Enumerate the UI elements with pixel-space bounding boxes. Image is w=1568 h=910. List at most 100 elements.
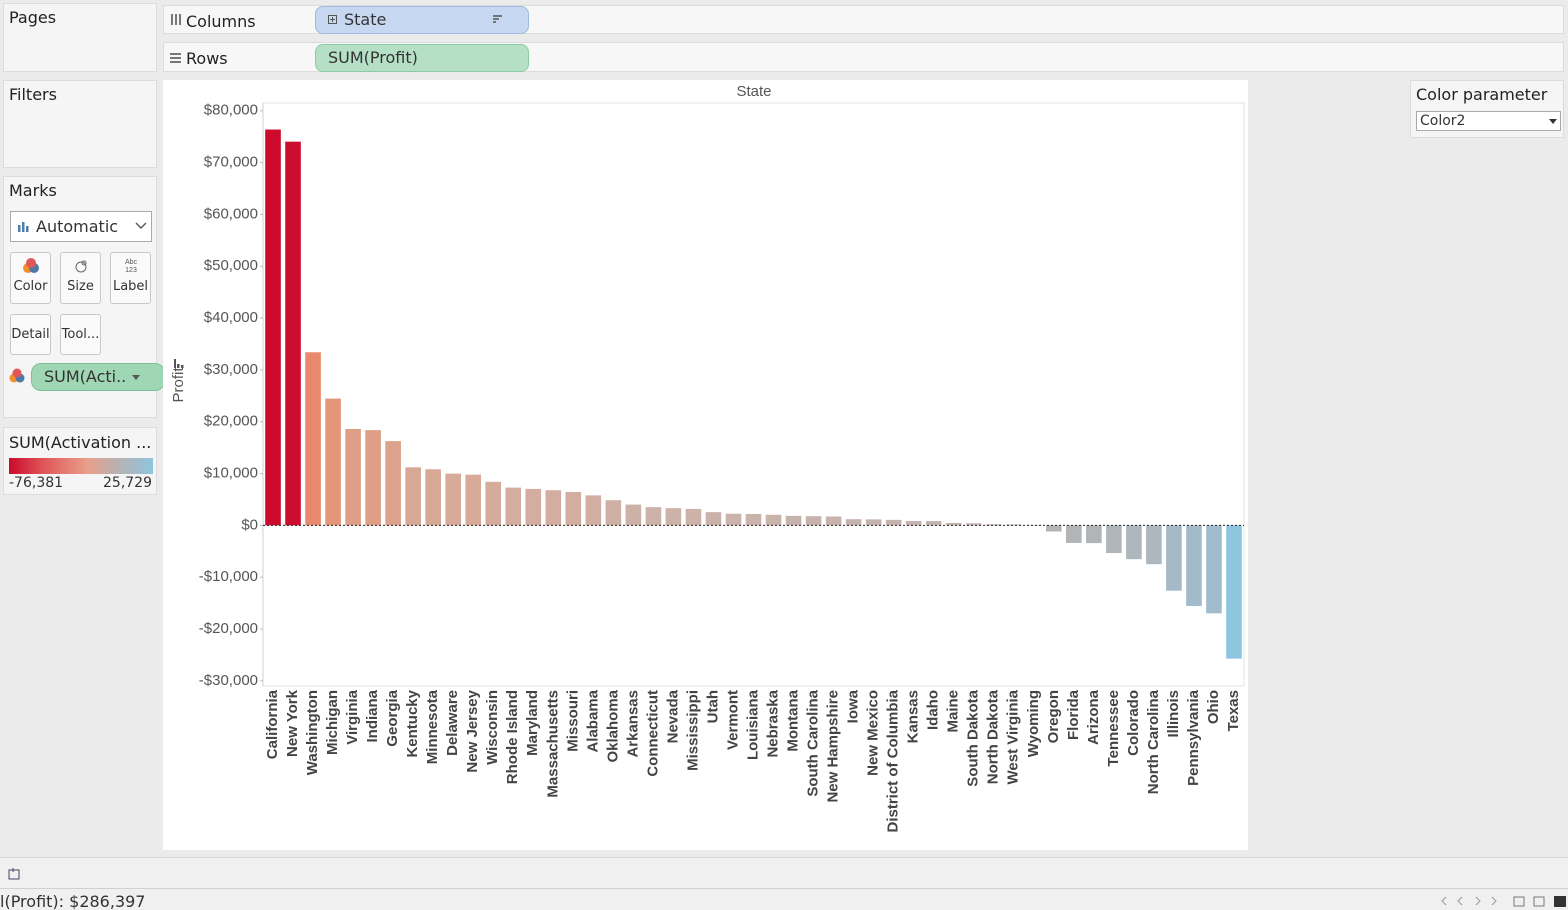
x-tick-label: Kansas	[905, 690, 922, 743]
bar	[425, 469, 441, 526]
bar	[585, 495, 602, 526]
x-tick-label: Iowa	[845, 689, 862, 723]
x-tick-label: Vermont	[724, 690, 741, 750]
bar	[1005, 524, 1022, 526]
axis-icon	[174, 359, 184, 368]
new-sheet-icon[interactable]	[8, 867, 24, 881]
x-tick-label: Georgia	[384, 689, 401, 746]
columns-shelf: Columns State	[163, 5, 1564, 34]
bar	[845, 519, 862, 526]
bar	[645, 507, 662, 526]
dropdown-arrow	[1549, 119, 1557, 124]
bar	[785, 515, 802, 526]
bar	[1066, 525, 1082, 543]
sort-icon	[493, 15, 502, 23]
x-tick-label: New Hampshire	[825, 690, 842, 803]
y-tick-label: $20,000	[204, 413, 258, 430]
bar	[685, 508, 702, 526]
x-tick-label: South Carolina	[805, 689, 822, 796]
svg-text:123: 123	[125, 267, 137, 274]
bar	[465, 474, 482, 526]
tooltip-button[interactable]: Tool...	[60, 314, 101, 355]
bar	[545, 490, 562, 526]
x-tick-label: Louisiana	[744, 689, 761, 760]
x-tick-label: District of Columbia	[885, 689, 902, 832]
x-tick-label: Montana	[785, 689, 802, 751]
bar	[565, 491, 582, 526]
columns-icon	[171, 14, 181, 25]
x-tick-label: Washington	[304, 690, 321, 775]
x-tick-label: Texas	[1225, 690, 1242, 731]
x-tick-label: New Jersey	[464, 689, 481, 772]
pages-title: Pages	[9, 8, 57, 27]
rows-pill[interactable]: SUM(Profit)	[315, 44, 529, 72]
color-button[interactable]: Color	[10, 252, 51, 304]
bar	[1166, 525, 1182, 591]
bar	[305, 352, 321, 526]
x-tick-label: Rhode Island	[504, 690, 521, 784]
color-pill-text: SUM(Acti..	[44, 367, 127, 386]
columns-pill[interactable]: State	[315, 6, 529, 34]
x-tick-label: Wyoming	[1025, 690, 1042, 757]
x-tick-label: Tennessee	[1105, 690, 1122, 766]
x-tick-label: Oklahoma	[604, 689, 621, 762]
bar	[505, 487, 522, 526]
y-tick-label: -$10,000	[199, 568, 258, 585]
size-button[interactable]: Size	[60, 252, 101, 304]
chevron	[135, 222, 147, 229]
bar	[285, 141, 301, 526]
bar	[485, 481, 502, 526]
status-bar: l(Profit): $286,397	[0, 888, 1568, 910]
parameter-value: Color2	[1420, 113, 1466, 129]
x-tick-label: Alabama	[584, 689, 601, 752]
y-axis-title: Profit	[170, 367, 187, 403]
x-tick-label: Massachusetts	[544, 690, 561, 798]
legend-title: SUM(Activation ...	[9, 433, 152, 452]
mark-type-dropdown[interactable]: Automatic	[10, 211, 152, 242]
x-tick-label: Maine	[945, 690, 962, 733]
color-legend: SUM(Activation ... -76,381 25,729	[3, 427, 157, 495]
bar	[865, 519, 882, 526]
tooltip-label: Tool...	[61, 327, 100, 342]
x-tick-label: Maryland	[524, 690, 541, 756]
bar	[1226, 525, 1242, 659]
bar	[1206, 525, 1222, 614]
x-tick-label: Connecticut	[644, 690, 661, 777]
y-tick-label: $70,000	[204, 154, 258, 171]
detail-button[interactable]: Detail	[10, 314, 51, 355]
status-text: l(Profit): $286,397	[0, 892, 146, 910]
color-pill[interactable]: SUM(Acti..	[31, 363, 165, 391]
x-tick-label: Pennsylvania	[1185, 689, 1202, 786]
pill-arrow	[132, 375, 140, 380]
bar	[1106, 525, 1122, 554]
x-tick-label: Oregon	[1045, 690, 1062, 743]
x-tick-label: Ohio	[1205, 690, 1222, 724]
label-button[interactable]: Abc 123 Label	[110, 252, 151, 304]
bar	[405, 467, 421, 526]
bar	[325, 398, 341, 526]
columns-pill-text: State	[344, 10, 387, 29]
x-tick-label: North Carolina	[1145, 689, 1162, 794]
legend-gradient	[9, 458, 153, 474]
x-tick-label: Nevada	[664, 689, 681, 743]
bar	[345, 428, 361, 526]
bar	[985, 524, 1002, 526]
bar	[365, 430, 381, 526]
parameter-dropdown[interactable]: Color2	[1416, 111, 1561, 131]
bar	[1126, 525, 1142, 560]
bar	[965, 523, 982, 526]
bar	[905, 521, 922, 526]
rows-icon	[170, 53, 181, 63]
x-tick-label: Delaware	[444, 690, 461, 756]
x-tick-label: New York	[284, 689, 301, 757]
mark-type: Automatic	[36, 217, 119, 236]
svg-text:Abc: Abc	[124, 259, 137, 266]
x-tick-label: California	[264, 689, 281, 759]
x-tick-label: Mississippi	[684, 690, 701, 771]
y-tick-label: $80,000	[204, 102, 258, 119]
marks-panel: Marks Automatic Color Size Abc 123 Label …	[3, 176, 165, 418]
bar	[745, 513, 762, 526]
bar	[385, 441, 401, 526]
y-tick-label: $0	[241, 516, 258, 533]
